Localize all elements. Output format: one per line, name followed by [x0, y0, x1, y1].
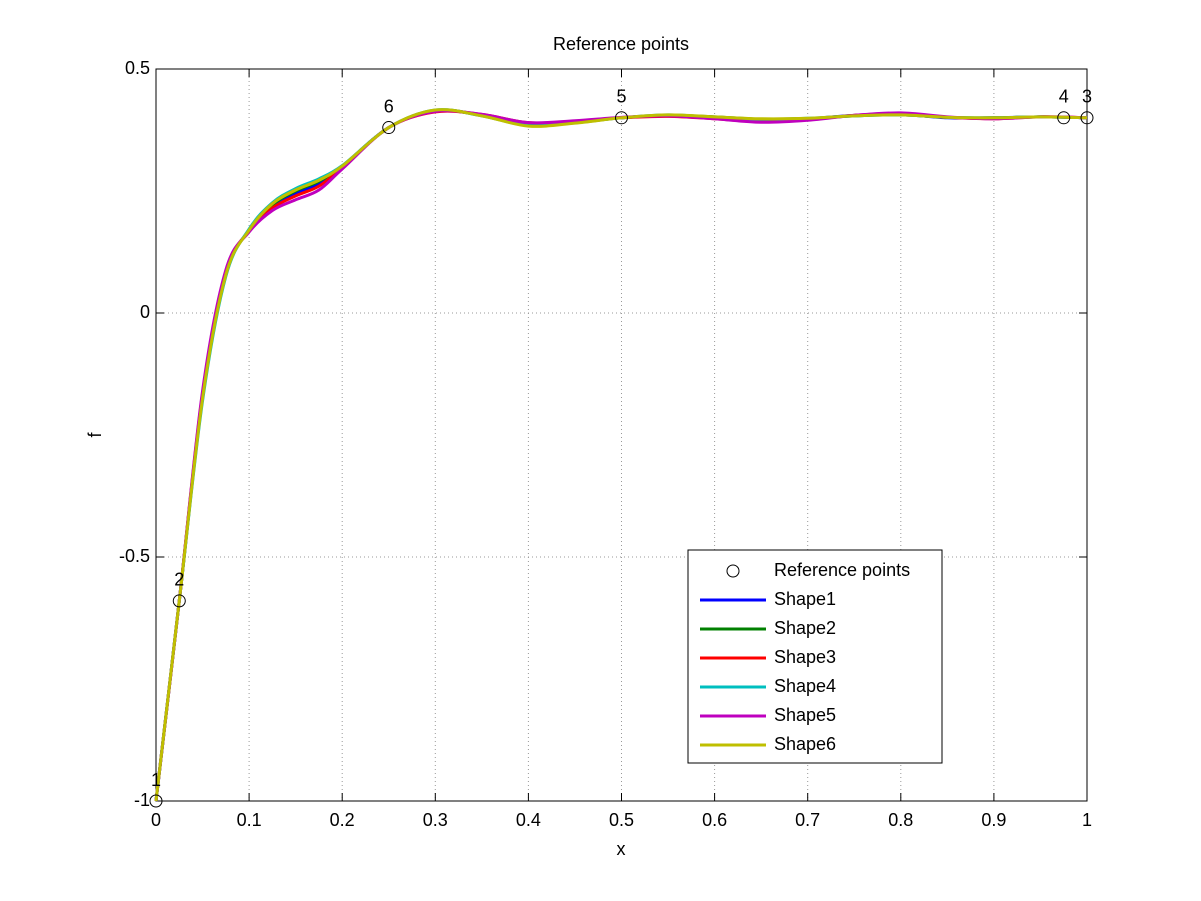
- point-label: 2: [174, 570, 184, 590]
- reference-point: [149, 794, 163, 808]
- x-tick-label: 0: [151, 810, 161, 830]
- legend-label: Shape6: [774, 734, 836, 754]
- x-tick-label: 0.2: [330, 810, 355, 830]
- point-label: 1: [151, 770, 161, 790]
- x-tick-label: 0.4: [516, 810, 541, 830]
- point-label: 3: [1082, 87, 1092, 107]
- reference-point: [615, 111, 628, 125]
- chart-title: Reference points: [553, 34, 689, 54]
- y-axis-label: f: [85, 432, 105, 438]
- x-tick-label: 0.9: [981, 810, 1006, 830]
- line-series: [154, 108, 1088, 802]
- point-label: 4: [1059, 87, 1069, 107]
- legend-label: Shape1: [774, 589, 836, 609]
- y-tick-label: 0.5: [125, 58, 150, 78]
- y-tick-label: 0: [140, 302, 150, 322]
- legend-label: Reference points: [774, 560, 910, 580]
- x-tick-label: 0.6: [702, 810, 727, 830]
- x-tick-label: 0.7: [795, 810, 820, 830]
- x-tick-label: 1: [1082, 810, 1092, 830]
- x-tick-label: 0.1: [237, 810, 262, 830]
- y-tick-label: -0.5: [119, 546, 150, 566]
- reference-point: [172, 594, 186, 608]
- x-axis-label: x: [617, 839, 626, 859]
- reference-point: [1057, 111, 1071, 125]
- reference-point: [382, 121, 396, 135]
- legend-marker: [726, 564, 740, 578]
- legend-label: Shape3: [774, 647, 836, 667]
- y-tick-label: -1: [134, 790, 150, 810]
- point-label: 6: [384, 96, 394, 116]
- axes-box: [155, 68, 1088, 802]
- legend-label: Shape5: [774, 705, 836, 725]
- x-tick-label: 0.3: [423, 810, 448, 830]
- x-tick-label: 0.8: [888, 810, 913, 830]
- plot-area: [156, 69, 1087, 801]
- legend-label: Shape2: [774, 618, 836, 638]
- point-label: 5: [616, 87, 626, 107]
- legend-label: Shape4: [774, 676, 836, 696]
- reference-point: [1080, 111, 1094, 125]
- x-tick-label: 0.5: [609, 810, 634, 830]
